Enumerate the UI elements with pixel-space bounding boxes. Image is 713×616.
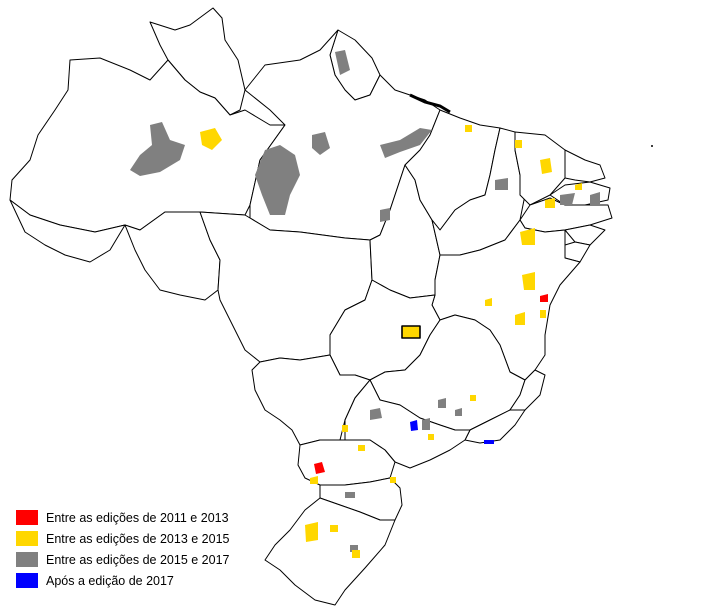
legend-swatch-red — [16, 510, 38, 525]
state-rio-grande-do-norte — [564, 149, 606, 183]
gray-region-pr — [345, 492, 355, 498]
state-espirito-santo — [509, 369, 546, 411]
regions-2015-2017 — [130, 50, 600, 552]
legend-swatch-gray — [16, 552, 38, 567]
state-acre — [9, 199, 126, 263]
yellow-region-bahia-5 — [540, 310, 546, 318]
yellow-region-pr-1 — [310, 476, 318, 484]
legend-item-after-2017: Após a edição de 2017 — [16, 570, 229, 591]
gray-region-para-small-1 — [312, 132, 330, 155]
yellow-region-bahia-1 — [520, 228, 535, 245]
coastline-highlight — [409, 93, 451, 114]
regions-2011-2013 — [314, 294, 548, 474]
legend: Entre as edições de 2011 e 2013 Entre as… — [16, 507, 229, 591]
regions-2013-2015 — [200, 125, 582, 558]
legend-swatch-blue — [16, 573, 38, 588]
red-region-northeast — [540, 294, 548, 302]
gray-region-mg-1 — [438, 398, 446, 408]
gray-region-para-south — [380, 208, 390, 222]
yellow-region-sp-2 — [428, 434, 434, 440]
yellow-region-bahia-3 — [515, 312, 525, 325]
gray-region-mg-2 — [455, 408, 462, 416]
yellow-region-rs-2 — [330, 525, 338, 532]
gray-region-piaui — [495, 178, 508, 190]
gray-region-amazonas — [130, 122, 185, 176]
gray-region-sp-2 — [422, 418, 430, 430]
yellow-region-amazonas — [200, 128, 222, 150]
yellow-region-maranhao — [465, 125, 472, 132]
state-rio-de-janeiro — [464, 409, 526, 444]
yellow-region-mg — [470, 395, 476, 401]
blue-region-sp — [410, 420, 418, 431]
yellow-region-ceara-1 — [540, 158, 552, 174]
gray-region-para-east — [380, 128, 432, 158]
legend-item-2015-2017: Entre as edições de 2015 e 2017 — [16, 549, 229, 570]
yellow-region-sp-1 — [342, 425, 348, 432]
legend-label: Entre as edições de 2011 e 2013 — [46, 510, 229, 525]
red-region-parana — [314, 462, 325, 474]
yellow-region-rs-1 — [305, 522, 318, 542]
yellow-region-bahia-4 — [485, 298, 492, 306]
state-distrito-federal — [401, 325, 421, 339]
map-dot — [651, 145, 653, 147]
yellow-region-rs-3 — [352, 550, 360, 558]
blue-region-rj — [484, 440, 494, 444]
gray-region-para-west — [255, 145, 300, 215]
gray-region-amapa — [335, 50, 350, 75]
yellow-region-rn — [575, 183, 582, 190]
yellow-region-pr-2 — [358, 445, 365, 451]
gray-region-sp-1 — [370, 408, 382, 420]
yellow-region-bahia-2 — [522, 272, 535, 290]
state-rio-grande-do-sul — [264, 497, 396, 606]
legend-label: Entre as edições de 2013 e 2015 — [46, 531, 230, 546]
legend-swatch-yellow — [16, 531, 38, 546]
legend-item-2013-2015: Entre as edições de 2013 e 2015 — [16, 528, 229, 549]
gray-region-northeast-2 — [590, 192, 600, 205]
gray-region-northeast-1 — [560, 193, 575, 205]
state-alagoas — [564, 224, 606, 246]
regions-after-2017 — [410, 420, 494, 444]
legend-label: Após a edição de 2017 — [46, 573, 174, 588]
yellow-region-pe — [545, 198, 555, 208]
yellow-region-ceara-2 — [515, 140, 522, 148]
yellow-region-sc — [390, 477, 396, 483]
legend-label: Entre as edições de 2015 e 2017 — [46, 552, 230, 567]
legend-item-2011-2013: Entre as edições de 2011 e 2013 — [16, 507, 229, 528]
